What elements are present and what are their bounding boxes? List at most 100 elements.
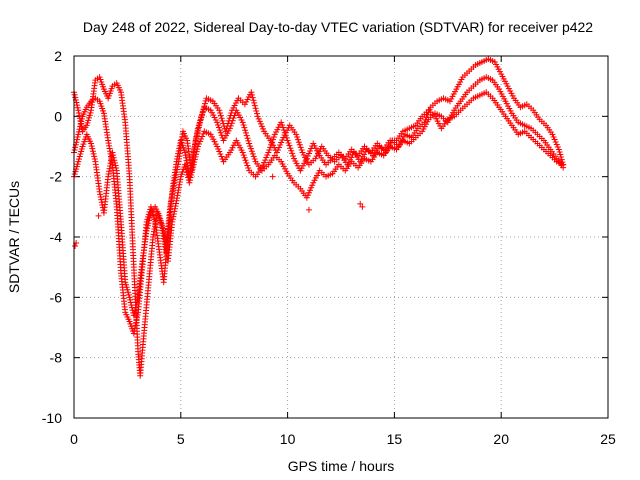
data-point xyxy=(195,122,202,129)
data-point xyxy=(175,148,182,155)
data-point xyxy=(256,118,263,125)
data-point xyxy=(243,159,250,166)
data-point xyxy=(193,151,200,158)
data-point xyxy=(182,164,189,171)
data-point xyxy=(217,112,224,119)
data-point xyxy=(216,107,223,114)
data-point xyxy=(144,222,151,229)
data-point xyxy=(294,134,301,141)
data-point xyxy=(199,109,206,116)
y-tick-label: 2 xyxy=(54,48,62,64)
data-point xyxy=(194,143,201,150)
data-point xyxy=(280,124,287,131)
data-point xyxy=(257,120,264,127)
data-point xyxy=(282,132,289,139)
data-point xyxy=(307,148,314,155)
data-point xyxy=(157,215,164,222)
data-point xyxy=(71,171,78,178)
data-point xyxy=(549,131,556,138)
data-point xyxy=(98,196,105,203)
data-point xyxy=(126,294,133,301)
data-point xyxy=(228,120,235,127)
data-point xyxy=(85,114,92,121)
data-point xyxy=(182,161,189,168)
data-point xyxy=(230,115,237,122)
data-point xyxy=(158,220,165,227)
data-point xyxy=(304,192,311,199)
data-point xyxy=(554,144,561,151)
data-point xyxy=(552,138,559,145)
data-point xyxy=(131,327,138,334)
data-point xyxy=(124,286,131,293)
data-point xyxy=(78,148,85,155)
data-point xyxy=(75,107,82,114)
data-point xyxy=(146,217,153,224)
data-point xyxy=(72,168,79,175)
data-point xyxy=(276,144,283,151)
data-point xyxy=(110,154,117,161)
data-point xyxy=(169,216,176,223)
data-point xyxy=(253,110,260,117)
data-point xyxy=(75,109,82,116)
data-point xyxy=(74,102,81,109)
data-point xyxy=(134,296,141,303)
data-point xyxy=(96,188,103,195)
data-point xyxy=(305,150,312,157)
data-point xyxy=(133,302,140,309)
data-point xyxy=(89,148,96,155)
y-tick-label: 0 xyxy=(54,108,62,124)
data-point-outlier xyxy=(305,206,312,213)
data-point xyxy=(227,122,234,129)
data-point xyxy=(134,314,141,321)
data-point xyxy=(192,153,199,160)
data-point xyxy=(75,158,82,165)
data-point xyxy=(198,112,205,119)
data-point xyxy=(304,153,311,160)
data-point xyxy=(295,139,302,146)
data-point xyxy=(71,146,78,153)
data-point xyxy=(175,150,182,157)
data-point xyxy=(242,129,249,136)
data-point xyxy=(303,155,310,162)
data-point xyxy=(170,210,177,217)
data-point xyxy=(219,117,226,124)
data-point xyxy=(247,145,254,152)
data-point xyxy=(268,141,275,148)
data-point xyxy=(244,162,251,169)
data-point xyxy=(265,149,272,156)
data-point xyxy=(195,140,202,147)
data-point xyxy=(88,140,95,147)
data-point xyxy=(174,153,181,160)
data-point xyxy=(76,126,83,133)
data-point xyxy=(131,309,138,316)
data-point xyxy=(122,281,129,288)
data-point xyxy=(190,164,197,171)
data-point xyxy=(553,141,560,148)
data-point xyxy=(556,149,563,156)
chart-title: Day 248 of 2022, Sidereal Day-to-day VTE… xyxy=(83,19,593,35)
data-point xyxy=(125,289,132,296)
data-point xyxy=(239,149,246,156)
data-point xyxy=(254,113,261,120)
data-point xyxy=(176,145,183,152)
data-point xyxy=(111,157,118,164)
data-point xyxy=(250,153,257,160)
data-point xyxy=(160,225,166,232)
data-point xyxy=(159,222,166,229)
data-point xyxy=(85,117,92,124)
data-point xyxy=(297,144,304,151)
data-point xyxy=(258,123,265,130)
data-point xyxy=(89,145,96,152)
data-point xyxy=(260,162,267,169)
data-point xyxy=(249,94,256,101)
data-point xyxy=(218,115,225,122)
data-point xyxy=(132,307,139,314)
data-point xyxy=(173,158,180,165)
data-point xyxy=(157,217,164,224)
data-point xyxy=(171,205,178,212)
data-point xyxy=(243,132,250,139)
data-point xyxy=(156,212,163,219)
data-point xyxy=(125,291,132,298)
data-point xyxy=(191,156,198,163)
data-point xyxy=(123,284,130,291)
